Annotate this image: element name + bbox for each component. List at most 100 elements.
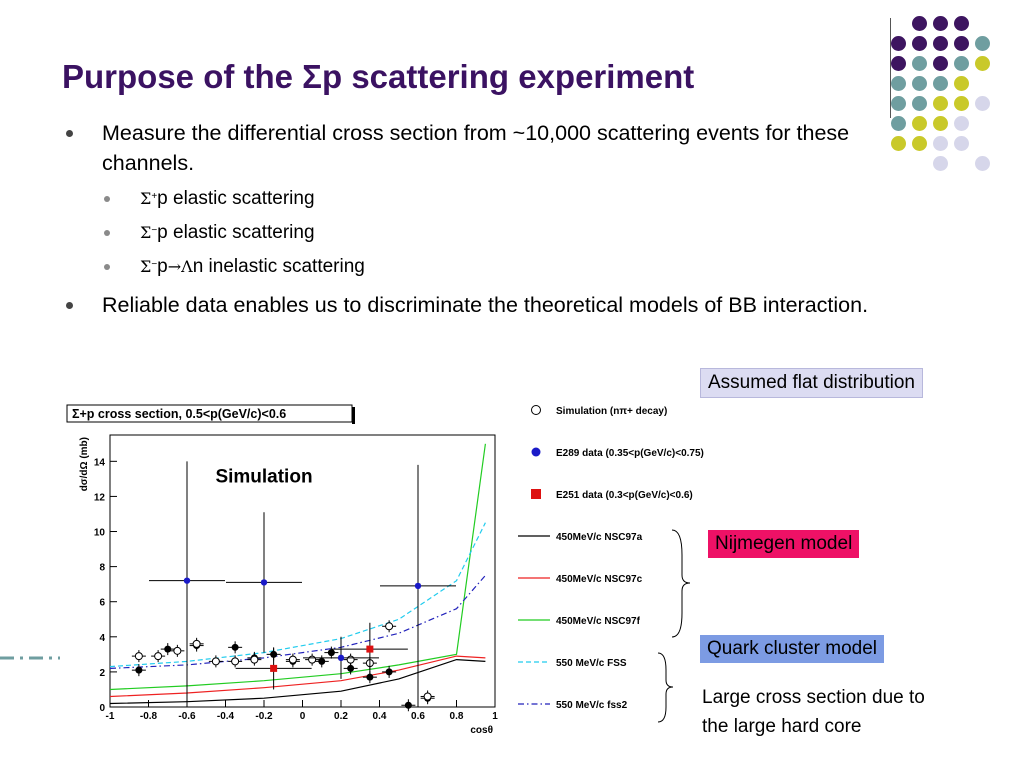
legend-label: Simulation (nπ+ decay) [556, 406, 667, 417]
slide-title: Purpose of the Σp scattering experiment [62, 58, 695, 95]
data-point-blue [260, 579, 268, 586]
decor-dot [891, 96, 906, 111]
decor-dot [954, 96, 969, 111]
data-point-filled [404, 701, 412, 709]
y-tick-label: 2 [99, 668, 105, 679]
data-point-open [192, 639, 201, 648]
decor-dot [975, 96, 990, 111]
sub-bullet-label: n inelastic scattering [192, 256, 365, 277]
decor-dot [933, 156, 948, 171]
plot-background [60, 395, 500, 740]
arrow-lambda-symbol: →Λ [167, 257, 193, 276]
decor-dot [891, 56, 906, 71]
data-point-open [423, 692, 432, 701]
y-axis-label: dσ/dΩ (mb) [79, 437, 90, 491]
data-point-red [366, 645, 374, 653]
legend-label: E289 data (0.35<p(GeV/c)<0.75) [556, 448, 704, 459]
decor-dot [933, 76, 948, 91]
decor-dot [912, 116, 927, 131]
sub-bullet-sigma-plus: Σ+p elastic scattering [62, 182, 902, 216]
decor-dot [912, 136, 927, 151]
plot-title-shadow [352, 407, 355, 424]
data-point-blue [414, 582, 422, 590]
sigma-symbol: Σ [140, 257, 152, 276]
legend-label: 450MeV/c NSC97a [556, 532, 643, 543]
decor-dot [933, 36, 948, 51]
decor-dot [891, 76, 906, 91]
legend-marker [531, 405, 541, 415]
bullet-list: Measure the differential cross section f… [62, 118, 902, 324]
x-tick-label: -0.2 [255, 711, 273, 722]
flat-distribution-box: Assumed flat distribution [700, 368, 923, 398]
sigma-symbol: Σ [140, 189, 152, 208]
decor-dot [954, 116, 969, 131]
decor-dot [912, 56, 927, 71]
decor-dot [912, 96, 927, 111]
data-point-filled [231, 643, 239, 651]
data-point-open [308, 655, 317, 664]
data-point-open [385, 622, 394, 631]
legend-label: E251 data (0.3<p(GeV/c)<0.6) [556, 490, 693, 501]
charge-superscript: − [151, 225, 158, 236]
data-point-filled [366, 673, 374, 681]
x-tick-label: -0.6 [178, 711, 196, 722]
x-tick-label: 0.2 [334, 711, 348, 722]
x-tick-label: 0 [300, 711, 306, 722]
y-tick-label: 10 [94, 528, 106, 539]
data-point-filled [164, 645, 172, 653]
nijmegen-bracket [671, 529, 691, 638]
decor-dot [975, 156, 990, 171]
note-line-2: the large hard core [702, 716, 862, 737]
decor-dot [933, 56, 948, 71]
decor-dot [891, 36, 906, 51]
bullet-reliable: Reliable data enables us to discriminate… [62, 290, 902, 320]
legend-marker [531, 447, 541, 457]
decor-dot [933, 136, 948, 151]
plot-root: Σ+p cross section, 0.5<p(GeV/c)<0.6 0 2 4 6 8… [60, 395, 704, 740]
x-tick-label: 1 [492, 711, 498, 722]
x-tick-label: 0.4 [373, 711, 387, 722]
decor-dot [954, 16, 969, 31]
x-tick-label: -0.4 [217, 711, 235, 722]
decor-dot [891, 136, 906, 151]
data-point-filled [385, 668, 393, 676]
data-point-open [231, 657, 240, 666]
x-tick-label: 0.6 [411, 711, 425, 722]
legend-marker [531, 489, 541, 499]
data-point-filled [135, 666, 143, 674]
data-point-filled [327, 649, 335, 657]
data-point-open [154, 652, 163, 661]
plot-title: Σ+p cross section, 0.5<p(GeV/c)<0.6 [72, 407, 286, 421]
sub-bullet-sigma-lambda: Σ−p→Λn inelastic scattering [62, 250, 902, 284]
y-tick-label: 6 [99, 598, 105, 609]
legend-label: 450MeV/c NSC97f [556, 616, 641, 627]
decor-dot [975, 56, 990, 71]
decor-dot [933, 96, 948, 111]
y-tick-label: 4 [99, 633, 105, 644]
x-tick-label: -1 [106, 711, 115, 722]
decor-dot [891, 116, 906, 131]
data-point-red [270, 664, 278, 672]
decor-dot [954, 76, 969, 91]
decor-dot [933, 16, 948, 31]
decor-dot [975, 36, 990, 51]
sub-bullet-p: p [157, 256, 168, 277]
sub-bullet-sigma-minus: Σ−p elastic scattering [62, 216, 902, 250]
note-line-1: Large cross section due to [702, 687, 925, 708]
inner-label: Simulation [215, 466, 312, 487]
legend-label: 550 MeV/c FSS [556, 658, 627, 669]
data-point-filled [318, 657, 326, 665]
data-point-open [346, 655, 355, 664]
data-point-blue [337, 654, 345, 662]
bullet-measure: Measure the differential cross section f… [62, 118, 902, 178]
y-tick-label: 0 [99, 703, 105, 714]
quark-cluster-box: Quark cluster model [700, 635, 885, 663]
decor-dot [954, 136, 969, 151]
title-divider [890, 18, 891, 118]
sub-bullet-label: p elastic scattering [157, 222, 315, 243]
decor-dot [933, 116, 948, 131]
legend-label: 450MeV/c NSC97c [556, 574, 643, 585]
y-tick-label: 14 [94, 457, 106, 468]
data-point-open [250, 655, 259, 664]
legend-label: 550 MeV/c fss2 [556, 700, 628, 711]
